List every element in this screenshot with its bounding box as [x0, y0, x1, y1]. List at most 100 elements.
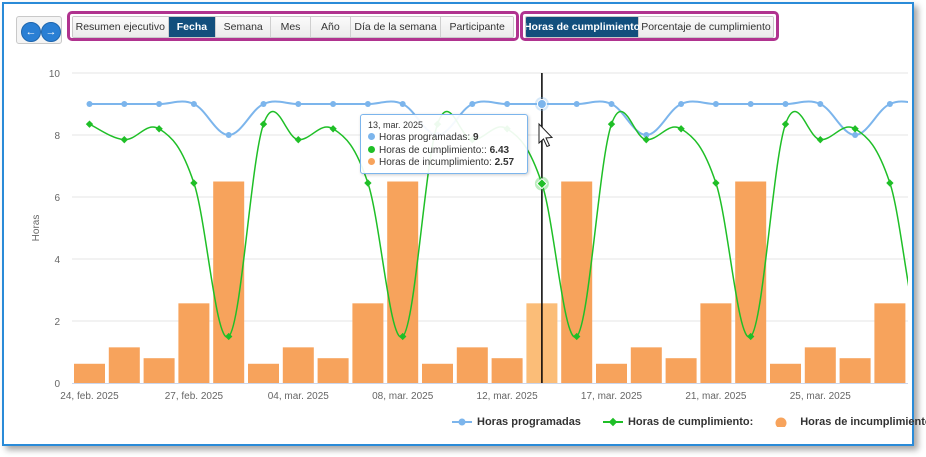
- point-programadas[interactable]: [121, 101, 128, 107]
- point-programadas[interactable]: [469, 101, 476, 107]
- bar-incumplimiento[interactable]: [74, 363, 105, 383]
- point-cumplimiento[interactable]: [259, 120, 268, 128]
- series-line-cumplimiento: [89, 110, 908, 338]
- x-tick-label: 17, mar. 2025: [581, 391, 643, 402]
- legend-column-symbol: [775, 417, 787, 427]
- arrow-right-icon[interactable]: →: [41, 22, 61, 42]
- point-cumplimiento[interactable]: [747, 332, 755, 341]
- mouse-cursor-icon: [538, 122, 554, 148]
- point-cumplimiento[interactable]: [886, 179, 894, 187]
- point-programadas[interactable]: [747, 101, 754, 107]
- bar-incumplimiento[interactable]: [178, 303, 210, 383]
- point-cumplimiento[interactable]: [120, 135, 128, 144]
- point-cumplimiento[interactable]: [921, 333, 926, 340]
- point-cumplimiento[interactable]: [851, 125, 859, 133]
- y-tick-label: 8: [54, 131, 60, 142]
- bar-incumplimiento[interactable]: [317, 358, 349, 383]
- view-button-6[interactable]: Participante: [441, 17, 513, 37]
- legend: Horas programadas Horas de cumplimiento:…: [452, 416, 926, 428]
- point-cumplimiento[interactable]: [607, 120, 616, 128]
- bar-incumplimiento[interactable]: [143, 358, 175, 383]
- point-cumplimiento[interactable]: [329, 125, 337, 133]
- point-programadas[interactable]: [608, 101, 615, 107]
- point-programadas[interactable]: [536, 99, 547, 109]
- point-cumplimiento[interactable]: [816, 135, 824, 144]
- point-programadas[interactable]: [886, 101, 893, 107]
- point-programadas[interactable]: [399, 101, 406, 107]
- point-cumplimiento[interactable]: [642, 135, 650, 144]
- point-programadas[interactable]: [504, 101, 511, 107]
- point-programadas[interactable]: [260, 101, 267, 107]
- series-line-programadas: [89, 100, 908, 137]
- point-programadas[interactable]: [852, 132, 859, 138]
- point-programadas[interactable]: [156, 101, 163, 107]
- point-cumplimiento[interactable]: [294, 135, 302, 144]
- bar-incumplimiento[interactable]: [630, 347, 662, 383]
- point-cumplimiento[interactable]: [85, 120, 94, 128]
- bar-incumplimiento[interactable]: [456, 347, 488, 383]
- legend-item-cumplimiento[interactable]: Horas de cumplimiento:: [602, 416, 753, 428]
- point-programadas[interactable]: [225, 132, 232, 138]
- bar-incumplimiento[interactable]: [422, 363, 453, 383]
- bar-incumplimiento[interactable]: [352, 303, 384, 383]
- point-programadas[interactable]: [190, 101, 197, 107]
- point-cumplimiento[interactable]: [155, 125, 163, 133]
- point-programadas[interactable]: [817, 101, 824, 107]
- point-programadas[interactable]: [922, 101, 926, 107]
- bar-incumplimiento[interactable]: [665, 358, 697, 383]
- view-button-0[interactable]: Resumen ejecutivo: [73, 17, 169, 37]
- bar-incumplimiento[interactable]: [804, 347, 836, 383]
- point-cumplimiento[interactable]: [364, 179, 372, 187]
- bar-incumplimiento[interactable]: [387, 181, 419, 384]
- legend-label: Horas de incumplimiento: [800, 416, 926, 428]
- metric-button-0[interactable]: Horas de cumplimiento: [526, 17, 640, 37]
- x-tick-label: 27, feb. 2025: [165, 391, 224, 402]
- point-cumplimiento[interactable]: [781, 120, 790, 128]
- nav-buttons: ← →: [16, 16, 62, 44]
- view-button-group: Resumen ejecutivo Fecha Semana Mes Año Día de…: [67, 11, 519, 41]
- point-cumplimiento[interactable]: [225, 332, 233, 341]
- bar-incumplimiento[interactable]: [108, 347, 140, 383]
- point-programadas[interactable]: [678, 101, 685, 107]
- point-programadas[interactable]: [330, 101, 337, 107]
- metric-button-1[interactable]: Porcentaje de cumplimiento: [639, 17, 773, 37]
- legend-item-incumplimiento[interactable]: Horas de incumplimiento: [775, 416, 926, 428]
- point-programadas[interactable]: [782, 101, 789, 107]
- bar-incumplimiento[interactable]: [874, 303, 906, 383]
- legend-line-symbol: [602, 417, 623, 427]
- x-tick-label: 12, mar. 2025: [477, 391, 539, 402]
- view-button-1[interactable]: Fecha: [168, 17, 217, 37]
- bar-incumplimiento[interactable]: [770, 363, 801, 383]
- bar-incumplimiento[interactable]: [839, 358, 871, 383]
- view-button-5[interactable]: Día de la semana: [350, 17, 442, 37]
- point-programadas[interactable]: [643, 132, 650, 138]
- x-tick-label: 21, mar. 2025: [685, 391, 747, 402]
- view-button-2[interactable]: Semana: [216, 17, 272, 37]
- point-programadas[interactable]: [712, 101, 719, 107]
- legend-item-programadas[interactable]: Horas programadas: [452, 416, 581, 428]
- y-axis-label: Horas: [31, 215, 42, 242]
- point-programadas[interactable]: [364, 101, 371, 107]
- point-cumplimiento[interactable]: [573, 332, 581, 341]
- bar-incumplimiento[interactable]: [909, 182, 926, 384]
- point-cumplimiento[interactable]: [190, 179, 198, 187]
- bar-incumplimiento[interactable]: [735, 181, 767, 384]
- point-cumplimiento[interactable]: [536, 178, 548, 190]
- point-cumplimiento[interactable]: [677, 125, 685, 133]
- bar-incumplimiento[interactable]: [248, 363, 279, 383]
- arrow-left-icon[interactable]: ←: [21, 22, 41, 42]
- bar-incumplimiento[interactable]: [561, 181, 593, 384]
- point-programadas[interactable]: [295, 101, 302, 107]
- view-button-3[interactable]: Mes: [271, 17, 311, 37]
- bar-incumplimiento[interactable]: [700, 303, 732, 383]
- point-cumplimiento[interactable]: [399, 332, 407, 341]
- bar-incumplimiento[interactable]: [491, 358, 523, 383]
- point-programadas[interactable]: [86, 101, 93, 107]
- point-programadas[interactable]: [573, 101, 580, 107]
- view-button-4[interactable]: Año: [310, 17, 351, 37]
- point-cumplimiento[interactable]: [712, 179, 720, 187]
- bar-incumplimiento[interactable]: [282, 347, 314, 383]
- bar-incumplimiento[interactable]: [596, 363, 627, 383]
- bar-incumplimiento[interactable]: [213, 181, 245, 384]
